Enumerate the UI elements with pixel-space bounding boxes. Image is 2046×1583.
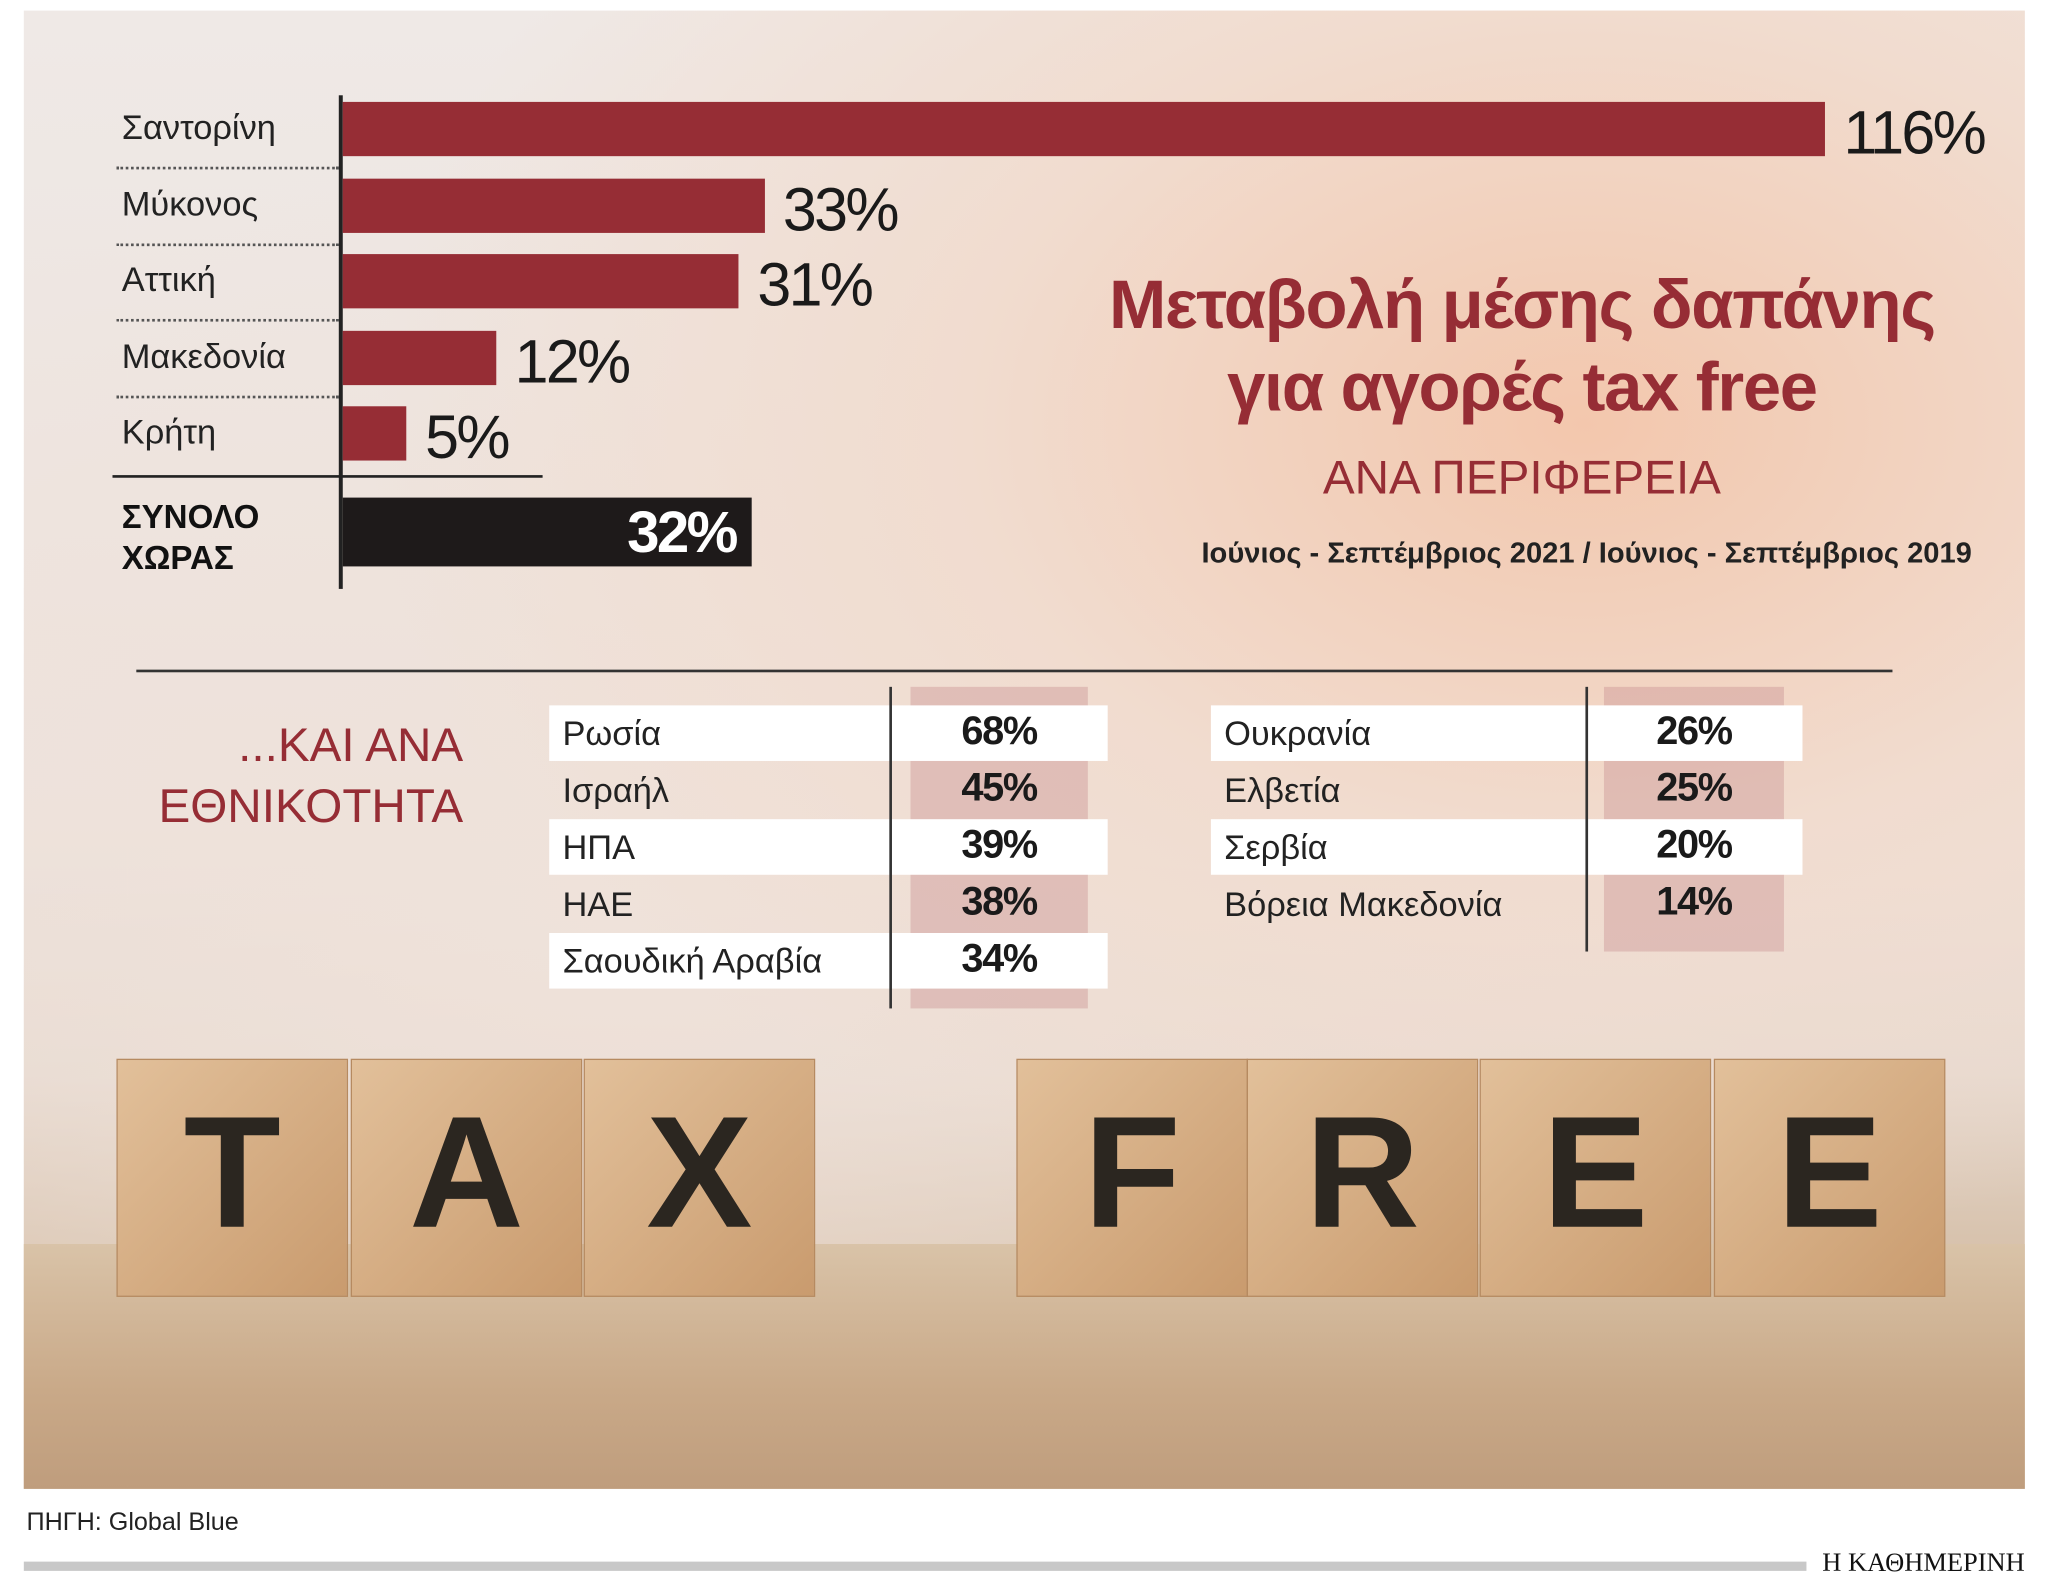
row-value: 14% <box>1656 880 1733 924</box>
nationality-title: ...ΚΑΙ ΑΝΑ ΕΘΝΙΚΟΤΗΤΑ <box>158 717 464 833</box>
row-name: ΗΑΕ <box>562 884 634 924</box>
row-band <box>1210 705 1803 761</box>
value-label: 33% <box>782 174 900 243</box>
category-label: Μακεδονία <box>121 335 286 376</box>
column-line <box>889 686 892 1009</box>
letter-block: R <box>1246 1058 1479 1297</box>
category-label: Σαντορίνη <box>121 107 276 147</box>
row-band <box>549 819 1108 875</box>
row-value: 34% <box>961 936 1038 981</box>
footer-bar <box>23 1561 1807 1571</box>
category-label: Κρήτη <box>121 412 217 452</box>
row-band <box>1210 819 1803 875</box>
column-line <box>1585 686 1589 952</box>
letter-block: E <box>1479 1058 1712 1297</box>
category-label: Μύκονος <box>121 183 259 224</box>
bar <box>342 406 407 462</box>
row-value: 38% <box>961 880 1038 924</box>
chart-title: Μεταβολή μέσης δαπάνης για αγορές tax fr… <box>1108 267 1936 427</box>
row-name: Ουκρανία <box>1224 713 1372 754</box>
bar <box>342 497 752 567</box>
section-rule <box>136 669 1893 672</box>
source: ΠΗΓΗ: Global Blue <box>26 1508 239 1537</box>
letter-block: A <box>350 1058 583 1297</box>
row-name: Σαουδική Αραβία <box>562 940 823 981</box>
value-label: 32% <box>627 500 738 566</box>
row-name: Βόρεια Μακεδονία <box>1224 884 1503 924</box>
value-label: 116% <box>1843 97 1986 167</box>
row-value: 45% <box>961 766 1038 810</box>
row-value: 20% <box>1656 823 1733 867</box>
value-label: 31% <box>757 250 874 320</box>
letter-block: X <box>583 1058 816 1297</box>
category-label: Αττική <box>121 259 216 300</box>
chart-subtitle: ΑΝΑ ΠΕΡΙΦΕΡΕΙΑ <box>1322 449 1721 505</box>
row-name: Σερβία <box>1224 827 1328 867</box>
bar <box>342 178 765 233</box>
chart-note: Ιούνιος - Σεπτέμβριος 2021 / Ιούνιος - Σ… <box>1201 535 1972 570</box>
row-value: 25% <box>1656 766 1733 810</box>
value-label: 5% <box>425 402 510 472</box>
separator <box>112 475 543 478</box>
bar <box>342 254 739 309</box>
bar <box>342 330 497 385</box>
letter-block: F <box>1016 1058 1248 1297</box>
axis-line <box>338 95 343 589</box>
row-name: Ρωσία <box>562 713 662 754</box>
letter-block: E <box>1713 1058 1946 1297</box>
row-band <box>549 932 1108 989</box>
row-name: ΗΠΑ <box>562 827 636 867</box>
row-band <box>549 705 1108 761</box>
separator <box>116 319 339 322</box>
category-label: ΣΥΝΟΛΟ ΧΩΡΑΣ <box>121 498 260 578</box>
row-name: Ελβετία <box>1224 770 1341 810</box>
separator <box>116 242 339 246</box>
row-value: 26% <box>1656 709 1733 754</box>
letter-block: T <box>116 1058 349 1297</box>
row-value: 39% <box>961 823 1038 867</box>
row-value: 68% <box>961 709 1038 754</box>
row-name: Ισραήλ <box>562 770 670 810</box>
brand: Η ΚΑΘΗΜΕΡΙΝΗ <box>1822 1548 2025 1578</box>
bar <box>342 101 1825 157</box>
separator <box>116 166 339 170</box>
value-label: 12% <box>514 326 632 396</box>
separator <box>116 395 339 399</box>
